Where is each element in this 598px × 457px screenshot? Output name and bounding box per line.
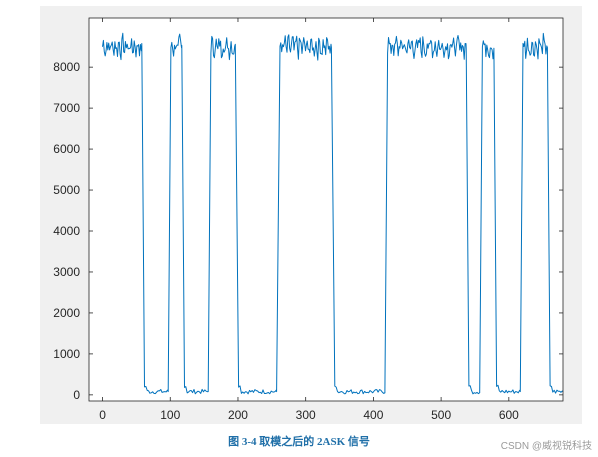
series-line xyxy=(102,32,564,395)
x-tick-label: 300 xyxy=(296,408,316,422)
axes-box xyxy=(88,17,564,402)
x-tick-label: 200 xyxy=(228,408,248,422)
line-chart: 0 100 200 300 400 500 600010002000300040005000… xyxy=(53,17,564,422)
watermark: CSDN @威视锐科技 xyxy=(500,441,592,452)
y-tick-label: 5000 xyxy=(53,183,80,197)
y-tick-label: 1000 xyxy=(53,347,80,361)
x-tick-label: 400 xyxy=(363,408,383,422)
axes-layer xyxy=(88,17,564,402)
y-tick-label: 6000 xyxy=(53,142,80,156)
y-tick-label: 2000 xyxy=(53,306,80,320)
tick-layer: 0 100 200 300 400 500 600010002000300040005000… xyxy=(53,18,563,422)
figure-caption: 图 3-4 取模之后的 2ASK 信号 xyxy=(228,436,370,448)
x-tick-label: 600 xyxy=(499,408,519,422)
y-tick-label: 8000 xyxy=(53,60,80,74)
y-tick-label: 3000 xyxy=(53,265,80,279)
figure-panel: 0 100 200 300 400 500 600 0 1000 2000 3000 4000 5000… xyxy=(40,6,582,424)
y-tick-label: 4000 xyxy=(53,224,80,238)
plot-area xyxy=(89,18,563,401)
series-layer xyxy=(102,32,564,395)
y-tick-label: 0 xyxy=(73,388,80,402)
x-tick-label: 0 xyxy=(99,408,106,422)
y-tick-label: 7000 xyxy=(53,101,80,115)
x-tick-label: 500 xyxy=(431,408,451,422)
x-tick-label: 100 xyxy=(160,408,180,422)
